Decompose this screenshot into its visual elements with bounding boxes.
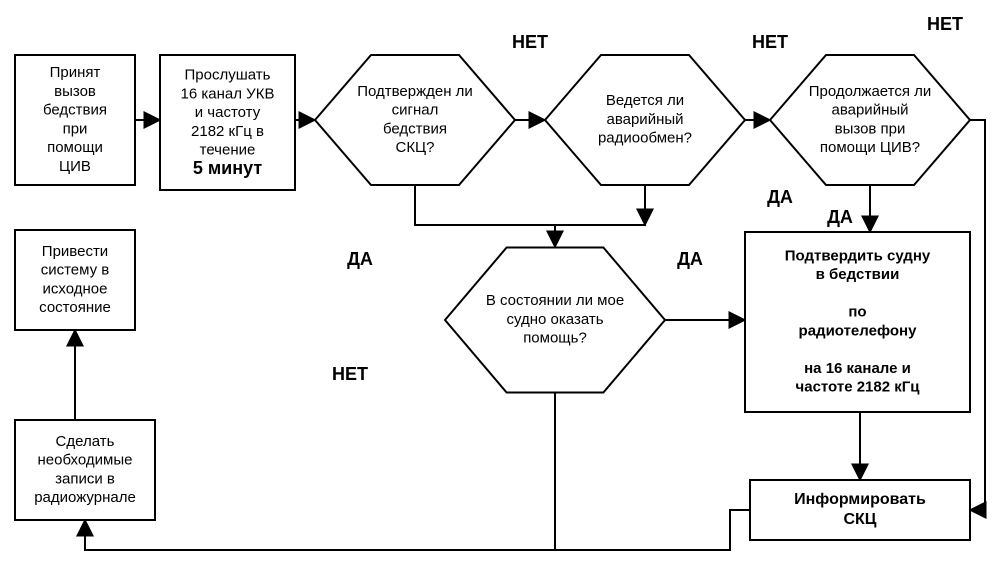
node-text-line: бедствия [383,120,447,137]
node-text-line: необходимые [38,452,133,469]
node-text-line: радиотелефону [799,322,918,339]
node-text-line: систему в [41,262,110,279]
nodes-layer: ПринятвызовбедствияприпомощиЦИВПрослушат… [15,55,970,540]
node-text-line: радиообмен? [598,130,692,147]
edge-label-e6: ДА [347,249,373,269]
node-n3: Подтвержден ли сигналбедствия СКЦ? [315,55,515,185]
edge-e7 [555,185,645,225]
node-n7: Подтвердить судну в бедствии порадиотелефо… [745,232,970,412]
node-text-line: В состоянии ли моe [486,292,624,309]
node-text-line: СКЦ? [395,139,434,156]
node-text-line: по [848,304,866,321]
node-text-line: в бедствии [816,266,900,283]
node-text-line: 5 минут [193,158,262,178]
node-text-line: аварийный [831,102,908,119]
node-n8: Информировать СКЦ [750,480,970,540]
node-text-line: течение [200,142,256,159]
node-n1: Принят вызов бедствияпри помощи ЦИВ [15,55,135,185]
node-text-line: аварийный [606,111,683,128]
node-text-line: состояние [39,299,111,316]
node-n2: Прослушать16 канал УКВ и частоту 2182 кГц … [160,55,295,190]
node-text-line: радиожурнале [34,489,136,506]
node-text-line: Ведется ли [606,92,684,109]
edge-label-e7a: ДА [767,187,793,207]
node-text-line: исходное [43,280,108,297]
node-text-line: Продолжается ли [809,83,932,100]
node-text-line: СКЦ [843,511,876,528]
node-text-line: 16 канал УКВ [181,85,275,102]
node-text-line: Информировать [794,491,926,508]
node-text-line: при [63,120,88,137]
node-n5: Продолжается ли аварийныйвызов при помощи … [770,55,970,185]
node-text-line: на 16 канале и [804,360,911,377]
node-text-line: Подтвержден ли [357,83,473,100]
node-text-line: помощи ЦИВ? [820,139,920,156]
node-text-line: и частоту [195,104,261,121]
edge-label-e3: НЕТ [512,32,548,52]
edge-label-e5_top: НЕТ [927,14,963,34]
edge-e5 [970,120,985,510]
node-text-line: Привести [42,243,108,260]
node-n6: В состоянии ли моe судно оказать помощь? [445,248,665,393]
node-text-line: бедствия [43,102,107,119]
node-text-line: судно оказать [506,311,603,328]
node-text-line: вызов [54,83,96,100]
edge-label-e8: ДА [827,207,853,227]
node-text-line: частоте 2182 кГц [796,379,921,396]
node-n10: Привести систему висходное состояние [15,230,135,330]
node-n4: Ведется ли аварийный радиообмен? [545,55,745,185]
node-n9: Сделать необходимыезаписи в радиожурнале [15,420,155,520]
node-text-line: 2182 кГц в [191,123,264,140]
flowchart-canvas: ПринятвызовбедствияприпомощиЦИВПрослушат… [0,0,994,587]
node-text-line: записи в [55,470,115,487]
edge-label-e7: ДА [677,249,703,269]
node-text-line: помощь? [523,330,587,347]
edge-label-e4: НЕТ [752,32,788,52]
node-text-line: Прослушать [185,67,271,84]
node-text-line: помощи [47,139,103,156]
edge-label-e11: НЕТ [332,364,368,384]
node-text-line: Принят [50,64,101,81]
node-text-line: Подтвердить судну [785,247,931,264]
node-text-line: ЦИВ [59,158,91,175]
node-text-line: сигнал [392,102,439,119]
edge-e12 [555,510,750,550]
node-text-line: вызов при [835,120,906,137]
edge-e6 [415,185,555,247]
node-text-line: Сделать [56,433,115,450]
